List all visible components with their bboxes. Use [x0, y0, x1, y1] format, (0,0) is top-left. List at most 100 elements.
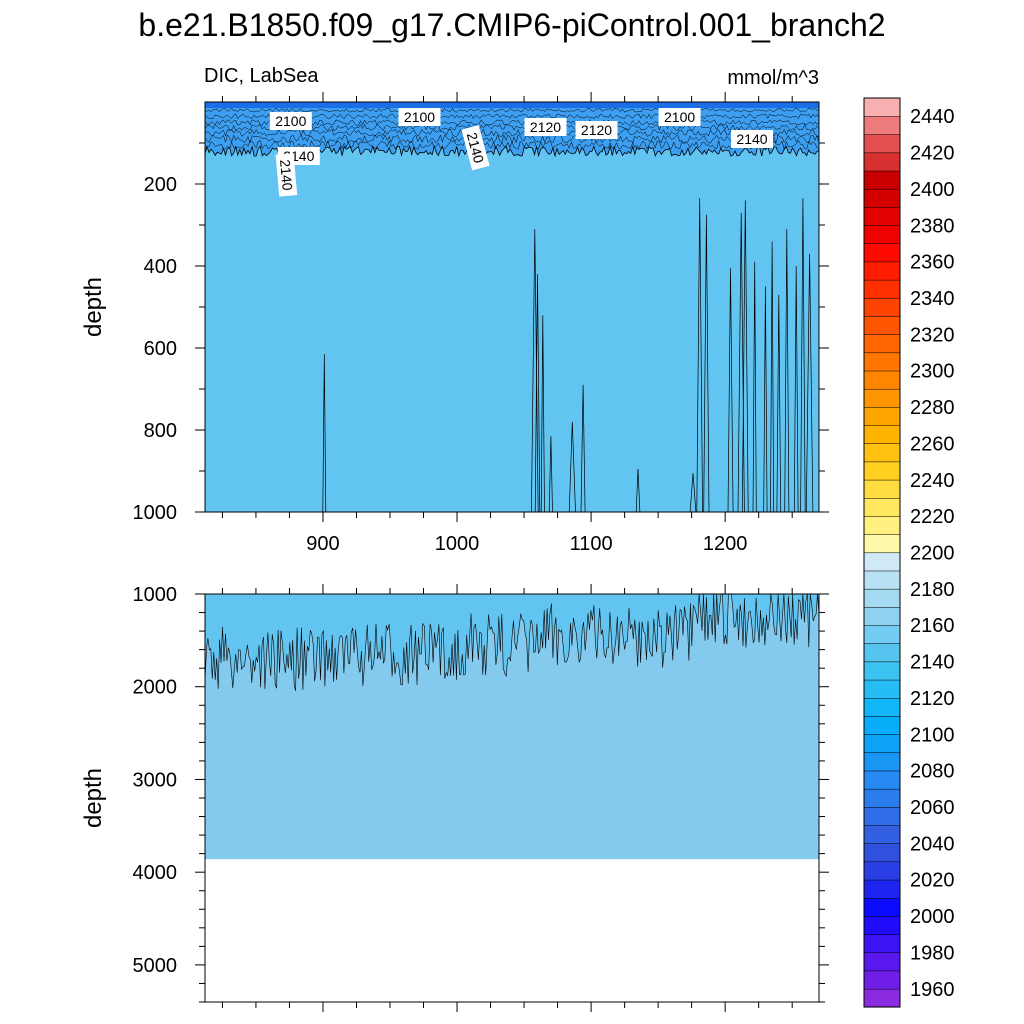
upper-x-axis: 900 1000 1100 1200 [221, 92, 793, 555]
units-label: mmol/m^3 [727, 67, 819, 89]
colorbar-swatch [863, 788, 901, 808]
colorbar-swatch [863, 861, 901, 881]
spike-contour [568, 421, 576, 513]
y-tick-label: 1000 [133, 502, 178, 524]
colorbar-swatch [863, 279, 901, 299]
spike-contour [805, 253, 814, 513]
colorbar-swatch [863, 697, 901, 717]
spike-contour [793, 265, 799, 513]
lower-panel: 1000 2000 3000 4000 5000 depth [80, 584, 829, 1012]
svg-text:2140: 2140 [277, 159, 296, 192]
upper-spike-lines [322, 198, 814, 513]
colorbar-swatch [863, 806, 901, 826]
svg-text:2120: 2120 [530, 119, 561, 135]
colorbar-swatch [863, 752, 901, 772]
spike-contour [763, 286, 768, 513]
y-tick-label: 400 [144, 256, 177, 278]
colorbar-swatch [863, 952, 901, 972]
colorbar-label: 1960 [910, 979, 955, 1001]
colorbar-swatch [863, 879, 901, 899]
colorbar-frame [863, 97, 901, 1008]
colorbar-swatch [863, 188, 901, 208]
x-tick-label: 1000 [435, 533, 480, 555]
colorbar-swatch [863, 570, 901, 590]
y-tick-label: 800 [144, 420, 177, 442]
colorbar-swatch [863, 370, 901, 390]
spike-contour [580, 384, 586, 513]
contour-label: 2100 [269, 112, 312, 130]
colorbar-label: 2060 [910, 797, 955, 819]
variable-label: DIC, LabSea [204, 65, 319, 87]
colorbar-label: 2320 [910, 324, 955, 346]
colorbar-swatch [863, 606, 901, 626]
spike-contour [534, 274, 541, 513]
svg-text:2100: 2100 [275, 113, 306, 129]
lower-y-axis-label: depth [80, 768, 107, 828]
spike-contour [635, 468, 641, 513]
colorbar-swatch [863, 661, 901, 681]
colorbar-label: 1980 [910, 943, 955, 965]
colorbar-label: 2420 [910, 143, 955, 165]
svg-text:2120: 2120 [581, 122, 612, 138]
colorbar: 2440 2420 2400 2380 2360 2340 2320 2300 2280 2260… [863, 97, 955, 1008]
y-tick-label: 5000 [133, 955, 178, 977]
spike-contour [696, 198, 703, 513]
colorbar-swatch [863, 770, 901, 790]
colorbar-swatch [863, 643, 901, 663]
colorbar-label: 2080 [910, 761, 955, 783]
x-tick-label: 1100 [570, 533, 613, 555]
contour-label: 2120 [524, 118, 567, 136]
colorbar-label: 2240 [910, 470, 955, 492]
colorbar-swatch [863, 115, 901, 135]
lower-x-axis [221, 584, 793, 1012]
lower-panel-upper-fill [204, 593, 820, 691]
colorbar-swatch [863, 243, 901, 263]
lower-y-axis: 1000 2000 3000 4000 5000 [133, 584, 829, 1003]
x-tick-label: 1200 [703, 533, 748, 555]
contour-label: 2100 [398, 108, 441, 126]
x-tick-label: 900 [306, 533, 339, 555]
spike-contour [540, 315, 545, 513]
colorbar-swatch [863, 624, 901, 644]
colorbar-swatch [863, 461, 901, 481]
colorbar-swatch [863, 152, 901, 172]
y-tick-label: 600 [144, 338, 177, 360]
colorbar-swatch [863, 261, 901, 281]
chart-title: b.e21.B1850.f09_g17.CMIP6-piControl.001_… [138, 7, 885, 43]
y-tick-label: 200 [144, 174, 177, 196]
colorbar-swatch [863, 934, 901, 954]
colorbar-swatch [863, 515, 901, 535]
colorbar-label: 2140 [910, 652, 955, 674]
colorbar-swatch [863, 352, 901, 372]
colorbar-label: 2000 [910, 906, 955, 928]
y-tick-label: 3000 [133, 769, 178, 791]
colorbar-swatch [863, 715, 901, 735]
colorbar-label: 2440 [910, 106, 955, 128]
colorbar-label: 2380 [910, 215, 955, 237]
colorbar-swatch [863, 406, 901, 426]
contour-label: 2140 [731, 130, 773, 148]
colorbar-label: 2120 [910, 688, 955, 710]
colorbar-label: 2340 [910, 288, 955, 310]
svg-text:2100: 2100 [404, 109, 435, 125]
upper-y-axis: 200 400 600 800 1000 [133, 142, 829, 524]
colorbar-label: 2040 [910, 833, 955, 855]
spike-contour [752, 261, 757, 513]
y-tick-label: 2000 [133, 677, 178, 699]
colorbar-swatch [863, 897, 901, 917]
colorbar-swatch [863, 824, 901, 844]
spike-contour [800, 198, 806, 513]
colorbar-swatch [863, 734, 901, 754]
colorbar-label: 2220 [910, 506, 955, 528]
colorbar-swatch [863, 225, 901, 244]
colorbar-swatch [863, 843, 901, 863]
colorbar-label: 2200 [910, 543, 955, 565]
colorbar-swatch [863, 388, 901, 408]
spike-contour [703, 214, 710, 513]
contour-line [204, 128, 820, 138]
colorbar-swatch [863, 297, 901, 317]
colorbar-swatch [863, 424, 901, 444]
